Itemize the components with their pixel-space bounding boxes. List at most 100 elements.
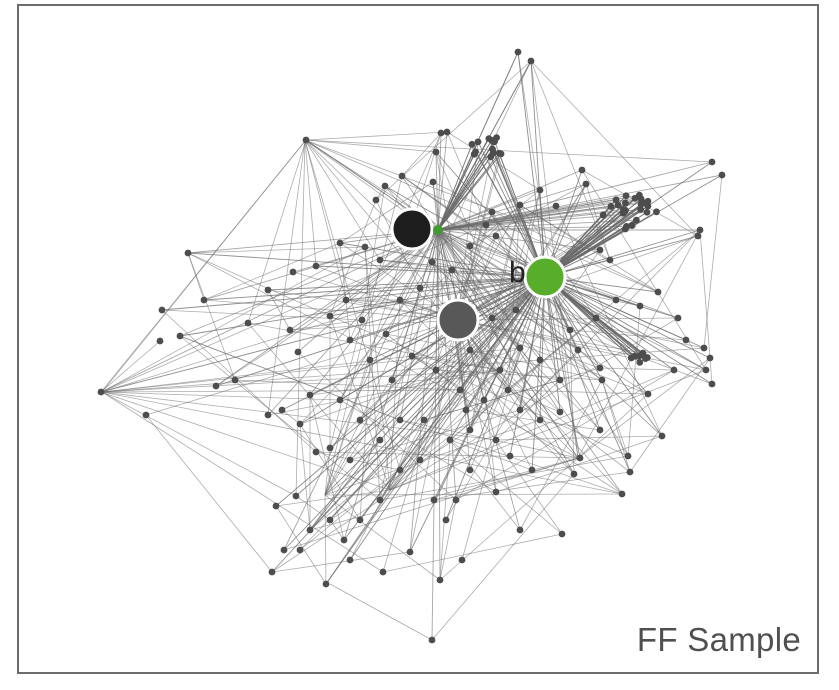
graph-edge bbox=[544, 276, 707, 371]
graph-node bbox=[456, 386, 464, 394]
graph-node bbox=[592, 314, 600, 322]
graph-edge bbox=[324, 439, 381, 496]
graph-edge bbox=[305, 131, 448, 141]
graph-node bbox=[379, 568, 387, 576]
graph-edge bbox=[309, 394, 345, 541]
graph-edge bbox=[324, 494, 327, 585]
graph-edge bbox=[315, 451, 401, 471]
graph-node bbox=[482, 221, 490, 229]
graph-edge bbox=[389, 183, 587, 491]
graph-node bbox=[296, 546, 304, 554]
graph-edge bbox=[491, 204, 521, 319]
graph-edge bbox=[401, 132, 442, 177]
graph-edge bbox=[517, 51, 579, 459]
graph-edge bbox=[629, 357, 711, 473]
graph-edge bbox=[515, 309, 649, 395]
graph-edge bbox=[329, 315, 391, 491]
graph-edge bbox=[530, 60, 611, 261]
graph-edge bbox=[299, 423, 311, 531]
graph-node bbox=[637, 205, 645, 213]
graph-edge bbox=[509, 276, 546, 457]
figure-caption: FF Sample bbox=[636, 621, 801, 658]
graph-node bbox=[184, 249, 192, 257]
graph-node bbox=[361, 243, 369, 251]
graph-node bbox=[492, 436, 500, 444]
graph-node bbox=[366, 356, 374, 364]
graph-node bbox=[696, 226, 704, 234]
graph-node bbox=[636, 302, 644, 310]
graph-edge bbox=[101, 391, 384, 573]
graph-edge bbox=[267, 229, 439, 416]
graph-node bbox=[432, 148, 440, 156]
graph-node bbox=[326, 444, 334, 452]
graph-edge bbox=[457, 319, 561, 413]
graph-edge bbox=[437, 153, 502, 231]
graph-node bbox=[346, 556, 354, 564]
graph-edge bbox=[145, 414, 273, 573]
graph-node bbox=[336, 396, 344, 404]
graph-node bbox=[718, 171, 726, 179]
graph-edge bbox=[161, 309, 317, 453]
graph-edge bbox=[247, 322, 391, 491]
graph-edge bbox=[423, 276, 546, 421]
graph-edge bbox=[329, 199, 377, 317]
graph-edge bbox=[515, 189, 541, 311]
graph-node bbox=[466, 242, 474, 250]
graph-edge bbox=[309, 229, 439, 396]
graph-node bbox=[326, 516, 334, 524]
graph-edge bbox=[304, 139, 713, 163]
graph-node bbox=[628, 222, 636, 229]
graph-edge bbox=[349, 409, 521, 461]
graph-node bbox=[466, 346, 474, 354]
graph-node bbox=[312, 262, 320, 270]
graph-node bbox=[430, 496, 438, 504]
graph-node bbox=[388, 376, 396, 384]
graph-edge bbox=[544, 276, 679, 319]
graph-edge bbox=[379, 287, 421, 501]
graph-node bbox=[516, 344, 524, 352]
graph-edge bbox=[517, 51, 546, 278]
graph-edge bbox=[389, 211, 493, 491]
graph-node bbox=[614, 201, 622, 209]
graph-edge bbox=[247, 139, 307, 324]
graph-node bbox=[558, 530, 566, 538]
graph-node bbox=[570, 470, 578, 478]
graph-edge bbox=[361, 185, 386, 321]
graph-node bbox=[376, 496, 384, 504]
graph-edge bbox=[577, 229, 701, 459]
graph-edge bbox=[469, 183, 587, 247]
graph-node bbox=[622, 192, 630, 200]
graph-edge bbox=[161, 276, 546, 311]
graph-edge bbox=[271, 499, 381, 573]
graph-node bbox=[622, 225, 629, 233]
graph-node bbox=[528, 466, 536, 474]
graph-edge bbox=[179, 335, 381, 501]
graph-edge bbox=[437, 60, 532, 231]
graph-edge bbox=[449, 439, 533, 471]
graph-node bbox=[289, 268, 297, 276]
graph-edge bbox=[423, 367, 601, 421]
graph-node bbox=[643, 208, 651, 216]
graph-edge bbox=[544, 276, 649, 395]
graph-node bbox=[442, 516, 450, 524]
graph-node bbox=[620, 206, 627, 213]
graph-node bbox=[312, 448, 320, 456]
graph-edge bbox=[437, 141, 495, 231]
graph-edge bbox=[187, 252, 331, 317]
graph-edge bbox=[544, 276, 711, 359]
graph-edge bbox=[324, 369, 501, 496]
graph-node bbox=[212, 382, 220, 390]
graph-edge bbox=[304, 139, 571, 331]
graph-node bbox=[468, 140, 476, 148]
graph-edge bbox=[299, 399, 485, 551]
graph-node bbox=[504, 386, 512, 394]
graph-node bbox=[700, 344, 708, 352]
graph-edge bbox=[401, 175, 439, 231]
graph-edge bbox=[437, 174, 723, 231]
graph-node bbox=[536, 356, 544, 364]
graph-edge bbox=[385, 333, 461, 391]
graph-node bbox=[612, 296, 620, 304]
graph-edge bbox=[215, 229, 439, 387]
graph-node bbox=[396, 416, 404, 424]
